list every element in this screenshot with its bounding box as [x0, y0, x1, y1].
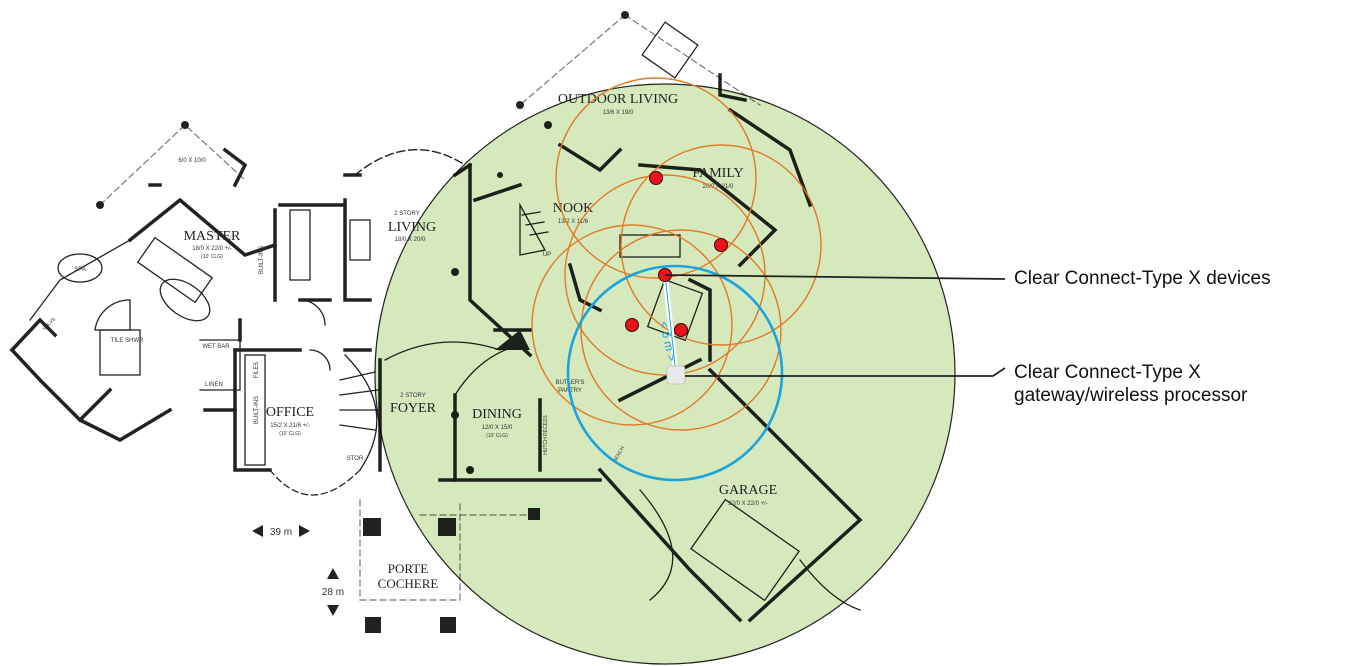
room-clg-dining: (10' CLG): [486, 433, 508, 439]
label-butlers: BUTLER'S: [556, 380, 585, 386]
room-dim-family: 20/0 X 21/0: [703, 184, 734, 190]
callout-line-gateway: [685, 367, 1006, 377]
room-label-office: OFFICE: [266, 405, 314, 420]
label-linen: LINEN: [205, 382, 223, 388]
label-spa: SPA: [74, 267, 86, 273]
device-range-rings: [531, 77, 822, 431]
gateway-processor: [666, 365, 686, 385]
room-label-dining: DINING: [472, 407, 522, 422]
device-ring: [555, 77, 757, 279]
label-built-ins-living: BUILT-INS: [259, 246, 265, 274]
label-tile-shwr: TILE SHWR: [111, 338, 144, 344]
arrow-down-icon: [327, 605, 339, 616]
gateway-ring: [566, 264, 784, 482]
label-up: UP: [543, 252, 551, 258]
device-ring: [620, 144, 822, 346]
callout-gateway-line1: Clear Connect-Type X: [1014, 362, 1201, 383]
range-line-core: [664, 274, 677, 375]
room-dim-nook: 13/2 X 11/6: [558, 219, 589, 225]
callout-devices-label: Clear Connect-Type X devices: [1014, 268, 1271, 289]
room-label-cochere: COCHERE: [378, 576, 439, 591]
device-dot: [714, 238, 728, 252]
arrow-up-icon: [327, 568, 339, 579]
arrow-right-icon: [299, 525, 310, 537]
label-files: FILES: [254, 362, 260, 379]
room-label-garage: GARAGE: [719, 483, 777, 498]
room-dim-master: 18/0 X 22/0 +/-: [192, 246, 232, 252]
room-clg-office: (10' CLG): [279, 431, 301, 437]
room-label-outdoor-living: OUTDOOR LIVING: [558, 92, 678, 107]
coverage-area: [374, 83, 956, 665]
room-dim-living: 18/0 X 20/0: [395, 237, 426, 243]
scale-horizontal: 39 m: [252, 525, 310, 538]
device-dot: [649, 171, 663, 185]
room-dim-outdoor-living: 13/6 X 19/0: [603, 110, 634, 116]
devices: [625, 171, 728, 337]
callout-line-devices: [664, 274, 1006, 280]
room-dim-master-top: 6/0 X 10/0: [178, 158, 206, 164]
arrow-left-icon: [252, 525, 263, 537]
label-wet-bar: WET BAR: [202, 344, 230, 350]
room-story-living: 2 STORY: [394, 211, 419, 217]
scale-vertical: 28 m: [322, 568, 344, 616]
scale-horizontal-label: 39 m: [270, 527, 292, 538]
room-clg-master: (10' CLG): [201, 254, 223, 260]
device-dot: [674, 323, 688, 337]
room-label-family: FAMILY: [692, 166, 743, 181]
room-dim-dining: 12/0 X 15/0: [482, 425, 513, 431]
room-label-foyer: FOYER: [390, 401, 437, 416]
label-hutch-recess: HUTCH RECESS: [543, 415, 549, 455]
room-label-master: MASTER: [184, 229, 241, 244]
room-label-nook: NOOK: [553, 201, 593, 216]
room-label-porte: PORTE: [388, 561, 428, 576]
device-ring: [531, 224, 733, 426]
scale-vertical-label: 28 m: [322, 587, 344, 598]
label-built-ins-office: BUILT-INS: [254, 396, 260, 424]
room-label-living: LIVING: [388, 220, 436, 235]
callout-gateway-label: Clear Connect-Type X gateway/wireless pr…: [1014, 361, 1247, 407]
label-stor: STOR: [347, 456, 364, 462]
device-dot: [625, 318, 639, 332]
room-dim-office: 15/2 X 21/6 +/-: [270, 423, 310, 429]
room-story-foyer: 2 STORY: [400, 393, 425, 399]
device-ring: [580, 229, 782, 431]
room-dim-garage: 32/0 X 22/0 +/-: [728, 501, 768, 507]
callout-gateway-line2: gateway/wireless processor: [1014, 385, 1248, 406]
